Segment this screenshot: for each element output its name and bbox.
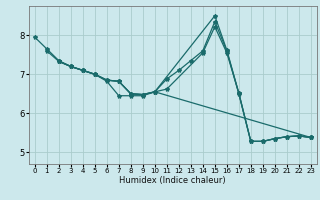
X-axis label: Humidex (Indice chaleur): Humidex (Indice chaleur) — [119, 176, 226, 185]
